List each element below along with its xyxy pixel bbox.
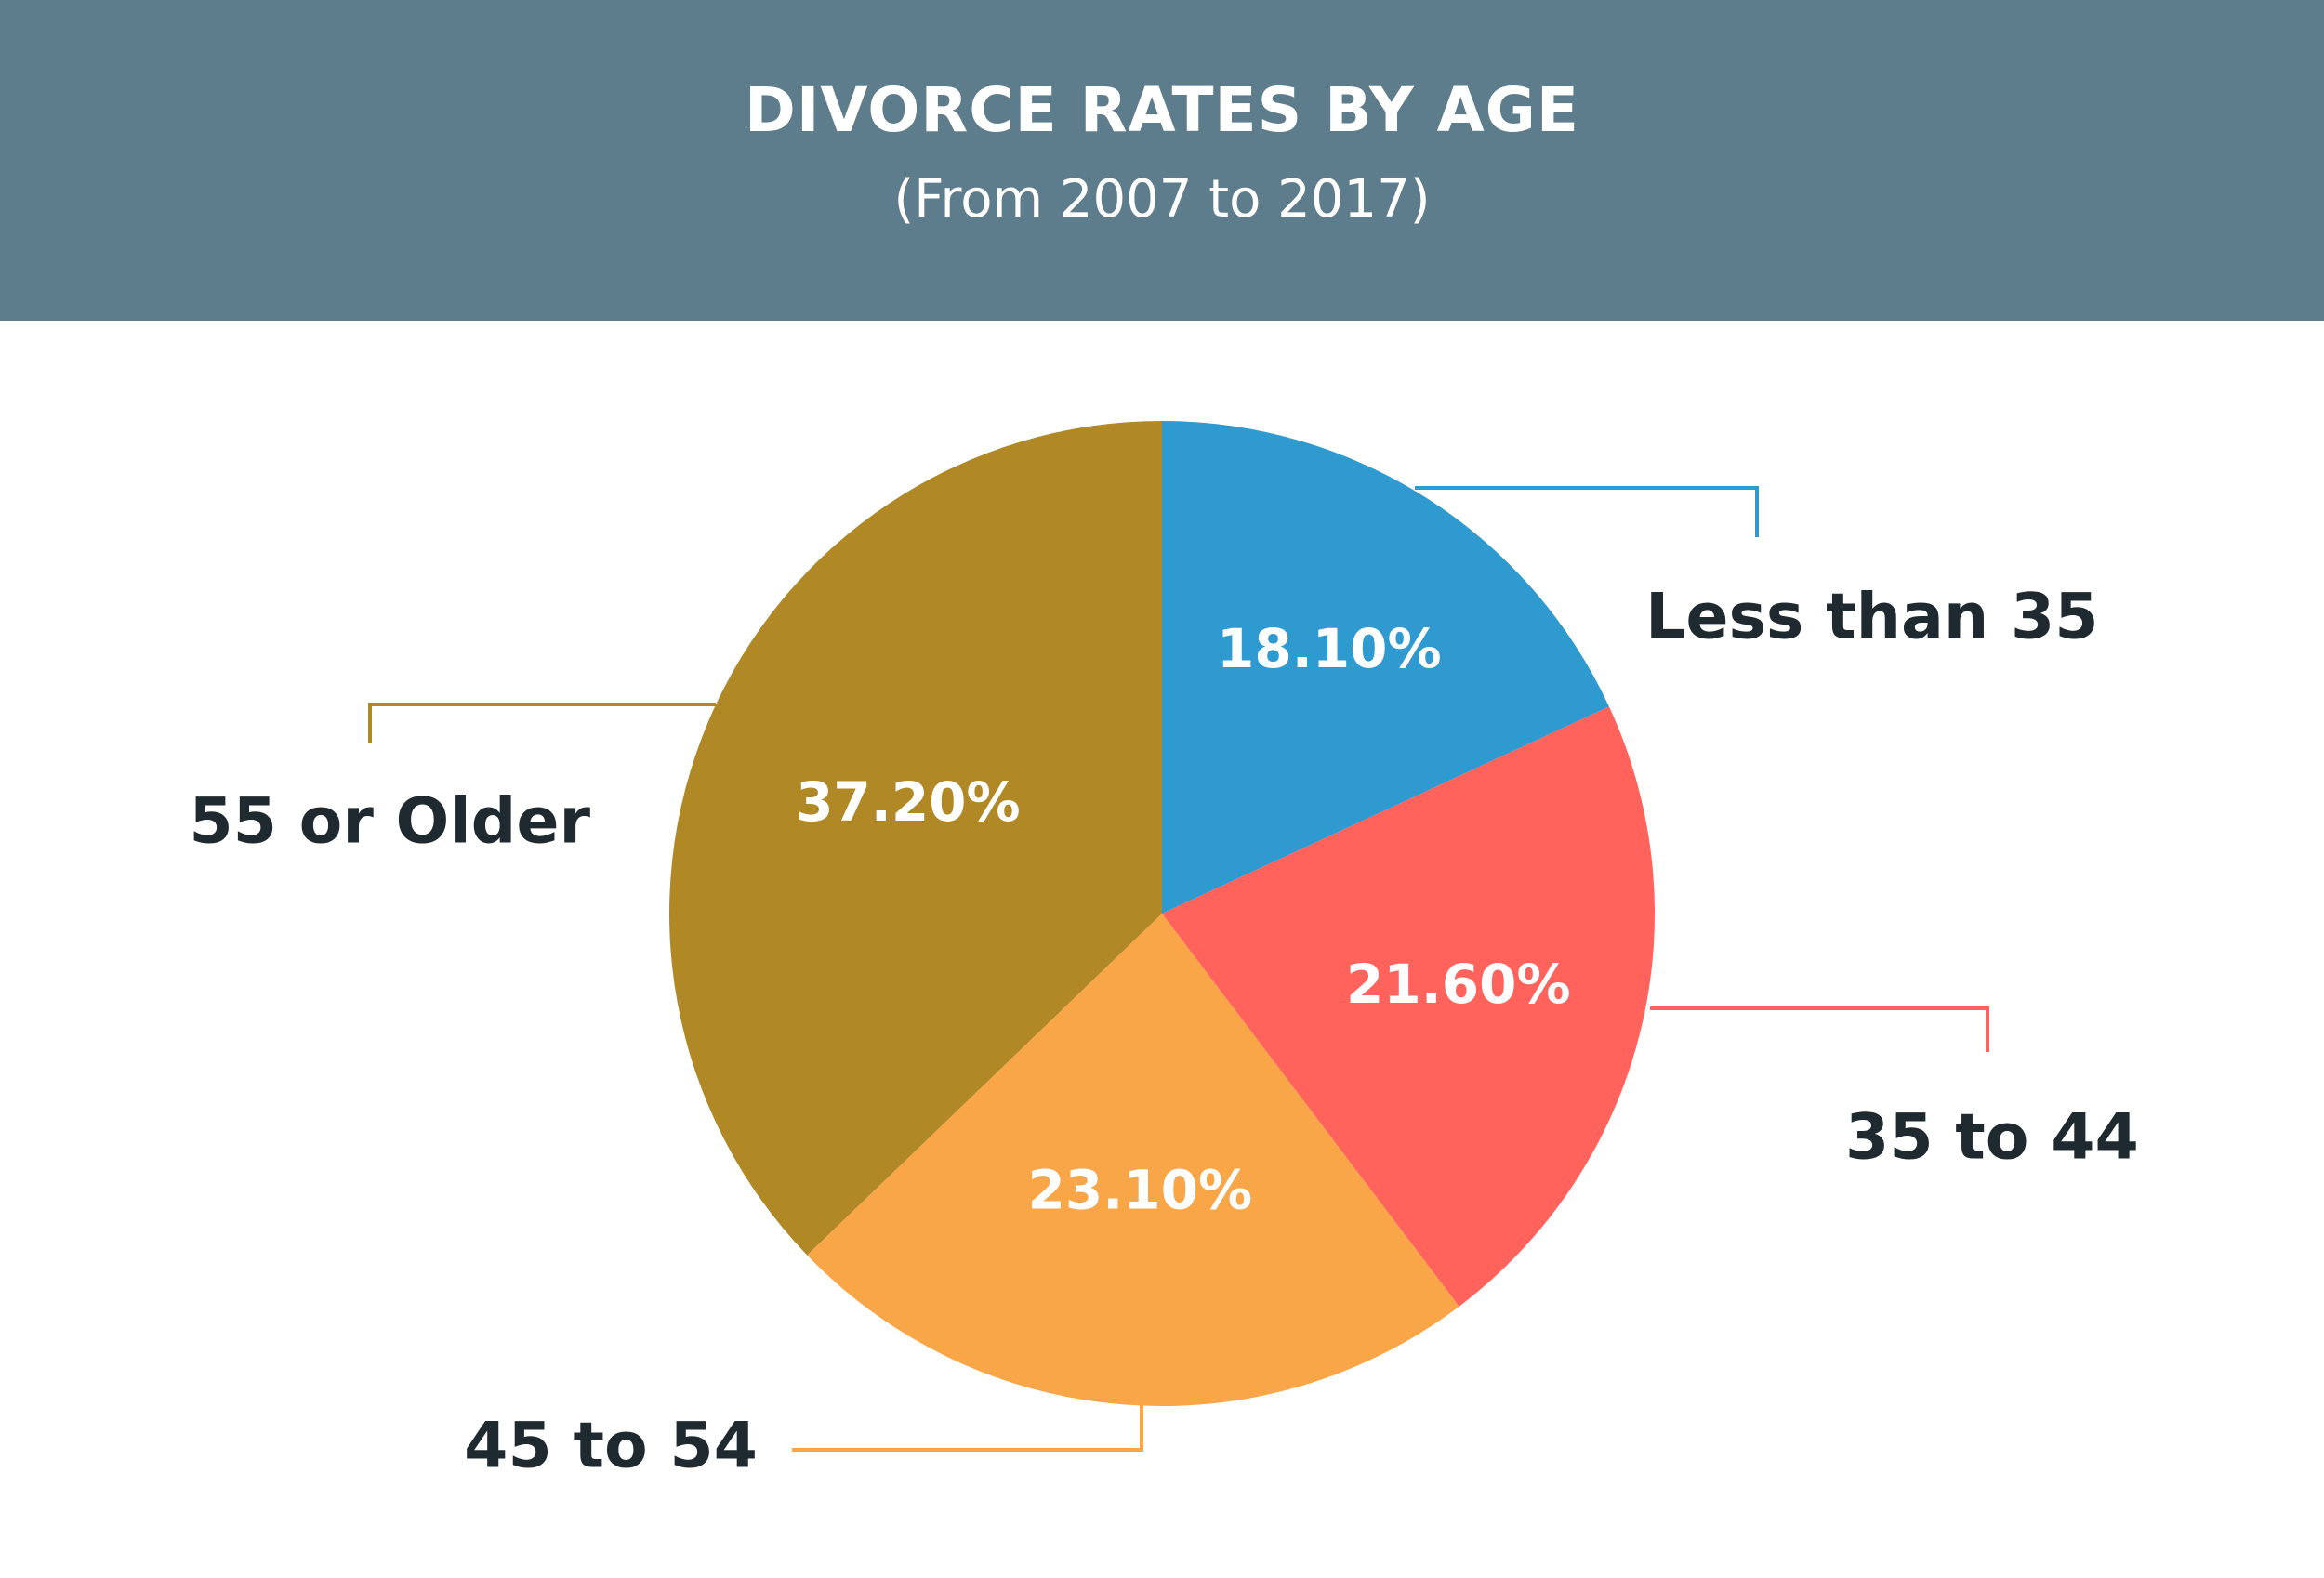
leader-line-45-to-54 [792, 1405, 1143, 1452]
value-label-55-or-older: 37.20% [796, 770, 1021, 834]
pie-slice-less-than-35 [1162, 421, 1609, 914]
chart-subtitle: (From 2007 to 2017) [893, 169, 1431, 230]
pie-slice-45-to-54 [807, 914, 1459, 1407]
value-label-less-than-35: 18.10% [1217, 617, 1442, 680]
category-label-55-or-older: 55 or Older [189, 785, 590, 859]
value-label-45-to-54: 23.10% [1028, 1158, 1253, 1221]
leader-lines [368, 486, 1989, 1452]
chart-title: DIVORCE RATES BY AGE [745, 74, 1579, 146]
value-labels: 18.10% 21.60% 23.10% 37.20% [796, 617, 1570, 1222]
pie-slice-55-or-older [668, 421, 1162, 1256]
category-label-45-to-54: 45 to 54 [464, 1410, 758, 1483]
leader-line-less-than-35 [1415, 486, 1759, 537]
pie-slices [668, 421, 1656, 1407]
category-labels: Less than 35 35 to 44 45 to 54 55 or Older [189, 581, 2139, 1483]
category-label-less-than-35: Less than 35 [1645, 581, 2099, 654]
pie-slice-35-to-44 [1162, 706, 1656, 1307]
category-label-35-to-44: 35 to 44 [1845, 1101, 2139, 1175]
leader-line-35-to-44 [1650, 1006, 1989, 1052]
leader-line-55-or-older [368, 703, 716, 743]
value-label-35-to-44: 21.60% [1346, 953, 1571, 1016]
header-banner: DIVORCE RATES BY AGE (From 2007 to 2017) [0, 0, 2324, 321]
